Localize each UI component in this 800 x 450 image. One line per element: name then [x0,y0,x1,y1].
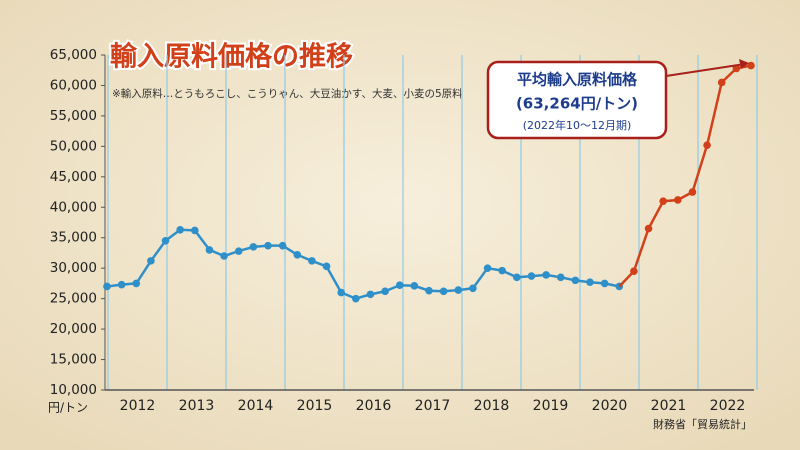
y-tick-label: 40,000 [50,199,97,215]
x-tick-label: 2016 [356,398,392,414]
y-tick-label: 10,000 [50,382,97,398]
point [293,250,302,259]
point [322,262,331,271]
x-tick-label: 2013 [179,398,215,414]
point [117,280,126,289]
point [410,282,419,290]
x-tick-label: 2015 [297,398,333,414]
annotation-line: 平均輸入原料価格 [517,71,638,89]
point [366,290,375,299]
y-tick-label: 55,000 [50,108,97,124]
x-tick-label: 2017 [415,398,451,414]
point [674,196,682,204]
point [132,279,141,288]
point [147,257,155,265]
point [381,287,389,296]
point [234,247,243,255]
point [264,241,272,250]
point [688,188,697,196]
subtitle: ※輸入原料…とうもろこし、こうりゃん、大豆油かす、大麦、小麦の5原料 [112,87,463,100]
annotation-box [486,60,668,140]
y-tick-label: 50,000 [50,138,97,154]
y-tick-label: 35,000 [50,230,97,246]
point [600,279,609,288]
point [249,243,258,251]
point [352,294,360,303]
annotation-line: (2022年10～12月期) [523,118,632,132]
point [308,257,316,265]
y-tick-label: 20,000 [50,321,97,337]
point [161,236,170,245]
point [513,273,521,282]
point [191,226,199,235]
point [630,267,638,276]
point [747,61,755,70]
line [618,64,752,288]
point [703,141,711,149]
y-tick-label: 45,000 [50,169,97,185]
point [527,272,536,280]
point [176,226,184,234]
annotation: 平均輸入原料価格 (63,264円/トン) (2022年10～12月期) [486,59,749,140]
point [469,284,477,293]
point [103,282,111,291]
source: 財務省「貿易統計」 [653,417,752,431]
y-unit: 円/トン [48,401,88,415]
point [278,241,287,250]
y-tick-label: 65,000 [50,47,97,63]
x-tick-label: 2012 [120,398,156,414]
point [205,246,214,254]
point [717,78,726,87]
arrow-head [739,59,749,69]
y-tick-label: 60,000 [50,77,97,93]
point [571,276,580,285]
point [644,224,653,233]
point [337,288,345,297]
x-tick-label: 2019 [533,398,569,414]
chart-title: 輸入原料価格の推移 [110,41,353,73]
x-tick-label: 2021 [651,398,687,414]
x-tick-label: 2014 [238,398,274,414]
point [586,278,594,286]
annotation-arrow [665,63,746,77]
point [395,281,404,290]
y-tick-label: 30,000 [50,260,97,276]
point [454,286,463,294]
point [542,271,550,279]
point [556,273,565,282]
x-tick-label: 2018 [474,398,510,414]
point [439,287,448,296]
annotation-line: (63,264円/トン) [516,95,638,113]
x-tick-label: 2020 [592,398,628,414]
y-tick-label: 25,000 [50,291,97,307]
point [220,252,228,260]
point [425,286,433,295]
y-tick-label: 15,000 [50,352,97,368]
x-tick-label: 2022 [710,398,746,414]
point [659,197,667,205]
point [483,264,492,272]
point [498,266,506,275]
